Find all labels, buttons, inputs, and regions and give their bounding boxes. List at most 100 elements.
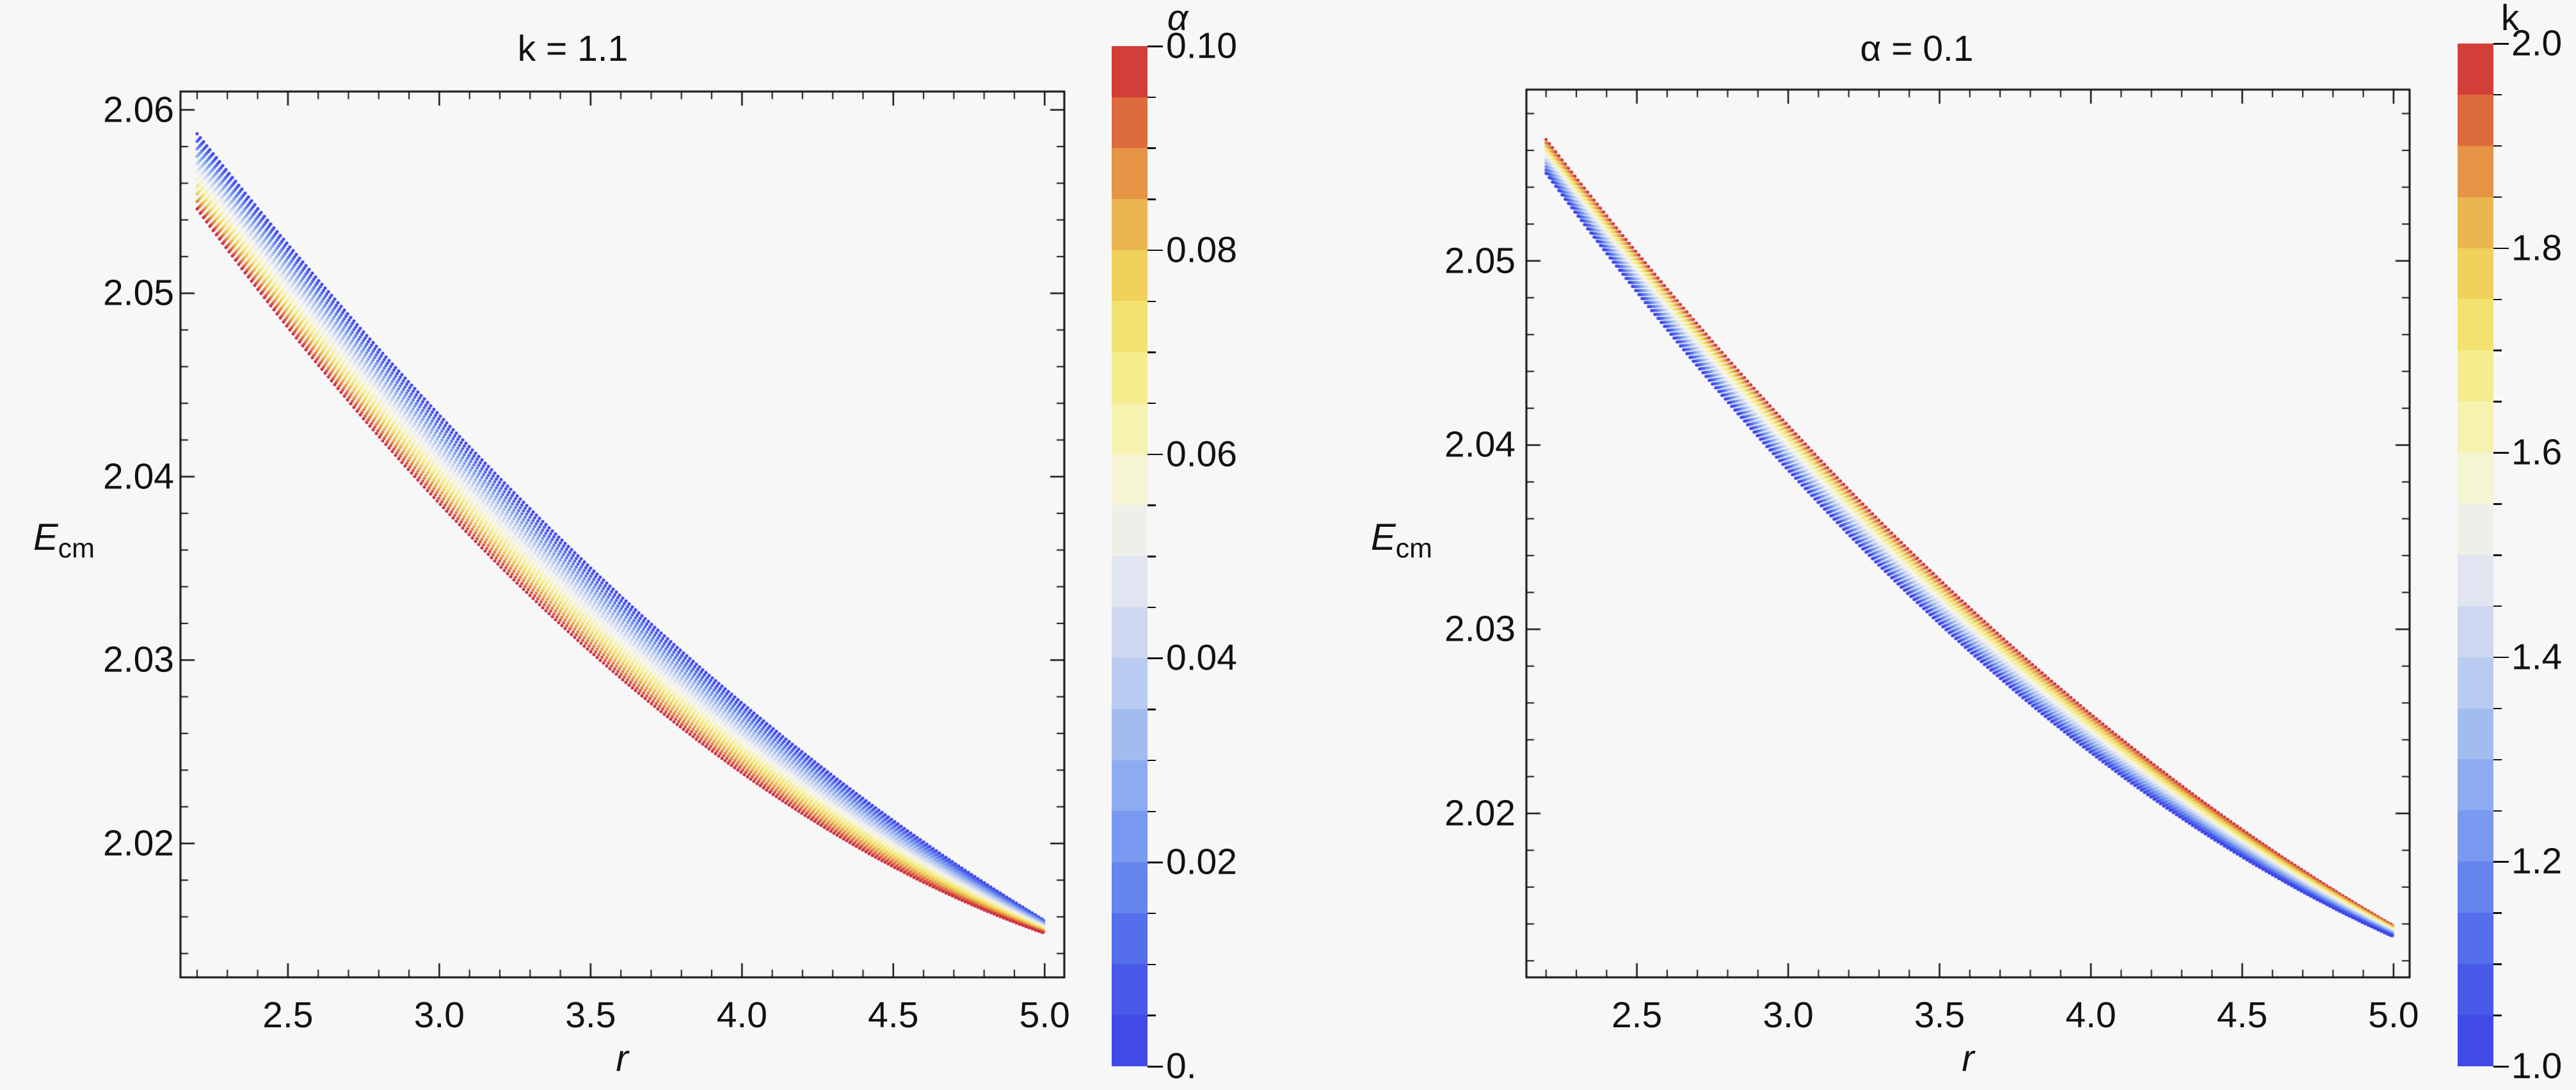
y-tick-label: 2.05 — [1444, 240, 1516, 282]
colorbar-block — [2458, 964, 2493, 1015]
colorbar-block — [2458, 708, 2493, 760]
left-y-axis-label-main: E — [33, 517, 58, 558]
x-tick-label: 3.5 — [565, 995, 616, 1036]
x-tick-label: 5.0 — [2368, 995, 2419, 1036]
colorbar-block — [1112, 658, 1148, 709]
colorbar-block — [1112, 505, 1148, 556]
colorbar-block — [2458, 862, 2493, 913]
colorbar-label: 1.0 — [2511, 1045, 2563, 1087]
colorbar-tick — [1148, 606, 1156, 609]
colorbar-block — [1112, 709, 1148, 760]
colorbar-label: 0.02 — [1166, 841, 1237, 883]
colorbar-tick — [1148, 504, 1156, 506]
colorbar-block — [2458, 299, 2493, 351]
colorbar-tick — [1148, 657, 1163, 659]
colorbar-block — [2458, 248, 2493, 300]
colorbar-block — [1112, 607, 1148, 659]
colorbar-tick — [2493, 605, 2502, 607]
colorbar-tick — [1148, 862, 1163, 863]
colorbar-tick — [1148, 96, 1156, 99]
x-tick-label: 3.0 — [1763, 995, 1814, 1036]
colorbar-block — [2458, 504, 2493, 555]
y-tick-label: 2.02 — [1444, 792, 1516, 834]
colorbar-block — [1112, 148, 1148, 200]
colorbar-tick — [1148, 402, 1156, 405]
colorbar-tick — [2493, 707, 2502, 710]
y-tick-label: 2.03 — [103, 639, 174, 680]
colorbar-block — [1112, 403, 1148, 454]
colorbar-tick — [2493, 554, 2502, 556]
colorbar-tick — [1148, 45, 1163, 47]
colorbar-block — [2458, 145, 2493, 197]
left-y-axis-label-sub: cm — [58, 533, 95, 564]
colorbar-tick — [1148, 759, 1156, 762]
colorbar-tick — [1148, 912, 1156, 915]
colorbar-tick — [1148, 249, 1163, 252]
colorbar-tick — [2493, 758, 2502, 761]
colorbar-tick — [1148, 556, 1156, 557]
colorbar-tick — [2493, 196, 2502, 198]
left-y-axis-label: Ecm — [33, 519, 95, 563]
y-tick-label: 2.05 — [103, 272, 174, 314]
colorbar-block — [2458, 605, 2493, 657]
y-tick-label: 2.06 — [103, 89, 174, 131]
colorbar-tick — [1148, 709, 1156, 710]
colorbar-block — [2458, 913, 2493, 965]
colorbar-tick — [1148, 300, 1156, 302]
right-y-axis-label-main: E — [1370, 517, 1396, 558]
colorbar-tick — [2493, 93, 2502, 96]
colorbar-block — [1112, 46, 1148, 97]
right-y-axis-label: Ecm — [1371, 519, 1432, 563]
colorbar-tick — [2493, 298, 2502, 300]
x-tick-label: 4.0 — [2065, 995, 2116, 1036]
colorbar-label: 0.04 — [1166, 637, 1237, 678]
colorbar-tick — [2493, 401, 2502, 403]
left-plot-canvas — [178, 89, 1067, 980]
colorbar-gradient — [2458, 44, 2493, 1066]
colorbar-block — [1112, 301, 1148, 353]
colorbar-tick — [1148, 147, 1156, 149]
k-colorbar-title: k — [2500, 0, 2520, 38]
colorbar-tick — [2493, 145, 2502, 147]
colorbar-block — [2458, 759, 2493, 811]
colorbar-block — [1112, 352, 1148, 403]
colorbar-block — [1112, 862, 1148, 913]
x-tick-label: 2.5 — [262, 995, 314, 1036]
colorbar-block — [1112, 454, 1148, 506]
colorbar-block — [1112, 250, 1148, 301]
colorbar-tick — [1148, 198, 1156, 200]
right-y-axis-label-sub: cm — [1395, 533, 1433, 564]
colorbar-label: 1.2 — [2511, 840, 2563, 882]
colorbar-tick — [2493, 1066, 2509, 1068]
colorbar-block — [2458, 554, 2493, 606]
x-tick-label: 4.5 — [868, 995, 919, 1036]
colorbar-tick — [2493, 810, 2502, 812]
colorbar-tick — [1148, 1066, 1163, 1068]
colorbar-block — [1112, 1015, 1148, 1066]
colorbar-label: 0.10 — [1166, 25, 1237, 67]
left-x-axis-label: r — [616, 1038, 628, 1079]
colorbar-block — [1112, 97, 1148, 148]
colorbar-block — [1112, 811, 1148, 862]
colorbar-block — [2458, 401, 2493, 453]
colorbar-tick — [2493, 349, 2502, 351]
right-panel-title: α = 0.1 — [1860, 28, 1974, 69]
left-panel-title: k = 1.1 — [517, 28, 628, 69]
colorbar-tick — [2493, 912, 2502, 914]
colorbar-tick — [2493, 963, 2502, 965]
colorbar-label: 0.08 — [1166, 229, 1237, 271]
colorbar-tick — [2493, 861, 2509, 863]
colorbar-label: 2.0 — [2511, 22, 2563, 64]
colorbar-block — [1112, 199, 1148, 250]
colorbar-block — [1112, 913, 1148, 965]
y-tick-label: 2.03 — [1444, 608, 1516, 650]
colorbar-block — [2458, 1014, 2493, 1066]
x-tick-label: 5.0 — [1019, 995, 1070, 1036]
colorbar-block — [2458, 44, 2493, 95]
colorbar-tick — [1148, 963, 1156, 966]
alpha-colorbar-title: α — [1167, 0, 1188, 38]
y-tick-label: 2.02 — [103, 822, 174, 864]
colorbar-label: 1.6 — [2511, 431, 2563, 473]
colorbar-block — [2458, 657, 2493, 709]
